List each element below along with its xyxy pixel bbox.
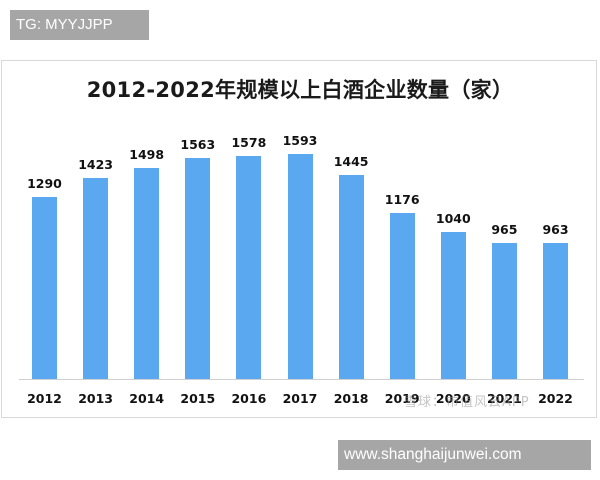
bar-2020 xyxy=(440,232,466,379)
bar-2022 xyxy=(543,243,568,379)
value-label-2017: 1593 xyxy=(282,133,318,149)
bar-2016 xyxy=(236,156,262,379)
value-label-2020: 1040 xyxy=(435,211,471,227)
x-tick-label-2014: 2014 xyxy=(129,391,165,406)
x-tick-label-2016: 2016 xyxy=(231,391,267,406)
x-tick-label-2022: 2022 xyxy=(538,391,573,406)
value-label-2014: 1498 xyxy=(129,146,165,162)
x-axis-line xyxy=(19,379,584,380)
bar-2021 xyxy=(491,242,517,379)
x-tick-label-2020: 2020 xyxy=(435,391,471,406)
watermark-tag-top: TG: MYYJJPP xyxy=(10,10,149,40)
bar-2014 xyxy=(134,167,160,379)
value-label-2016: 1578 xyxy=(231,135,267,151)
value-label-2018: 1445 xyxy=(333,154,369,170)
bar-2019 xyxy=(389,213,415,379)
bar-2013 xyxy=(83,178,109,379)
x-tick-label-2018: 2018 xyxy=(333,391,369,406)
chart-title: 2012-2022年规模以上白酒企业数量（家） xyxy=(86,78,514,102)
x-tick-label-2021: 2021 xyxy=(486,391,522,406)
x-tick-label-2017: 2017 xyxy=(282,391,318,406)
x-tick-label-2019: 2019 xyxy=(384,391,420,406)
value-label-2021: 965 xyxy=(491,221,518,237)
value-label-2013: 1423 xyxy=(78,157,113,173)
watermark-tag-bottom: www.shanghaijunwei.com xyxy=(338,440,591,470)
value-label-2015: 1563 xyxy=(180,137,216,153)
bar-2012 xyxy=(32,197,57,379)
value-label-2022: 963 xyxy=(542,222,569,238)
bar-2018 xyxy=(338,175,364,379)
value-label-2019: 1176 xyxy=(384,192,420,208)
bar-2017 xyxy=(287,154,313,379)
x-tick-label-2013: 2013 xyxy=(78,391,113,406)
value-label-2012: 1290 xyxy=(27,176,62,191)
x-tick-label-2012: 2012 xyxy=(27,391,62,406)
x-tick-label-2015: 2015 xyxy=(180,391,216,406)
bar-2015 xyxy=(185,158,211,379)
source-watermark: 雪球：市值风云APP xyxy=(404,395,530,410)
